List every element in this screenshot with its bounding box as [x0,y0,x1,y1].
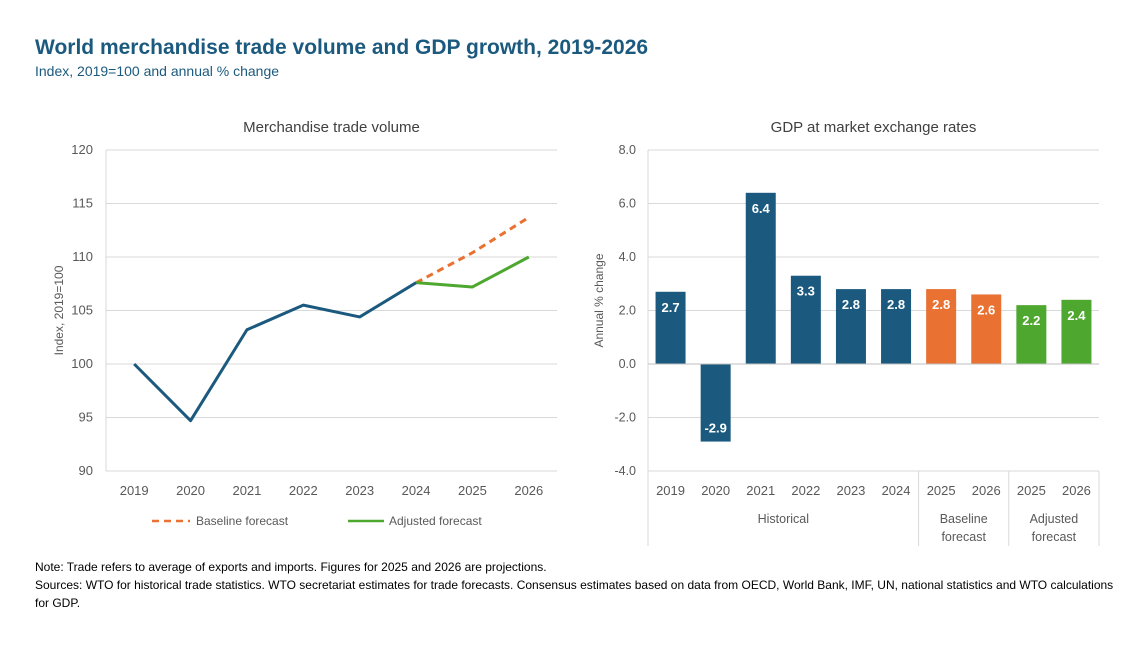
bar-chart-bar [926,289,957,364]
bar-chart-y-tick-label: 2.0 [619,304,636,318]
historical-series-line [133,281,417,423]
line-chart-y-tick-label: 115 [72,196,93,211]
bar-chart-x-tick-label: 2023 [836,483,865,498]
page-title: World merchandise trade volume and GDP g… [35,36,649,59]
bar-chart-data-label: 2.8 [887,297,905,312]
bar-chart-data-label: 2.8 [932,297,950,312]
line-chart-y-tick-label: 100 [71,356,93,371]
line-chart-x-tick-label: 2023 [345,483,374,498]
bar-chart-bar [971,294,1002,364]
bar-chart-y-tick-label: 6.0 [619,197,636,211]
bar-chart-y-tick-label: 8.0 [619,143,636,157]
line-chart-y-axis-label: Index, 2019=100 [52,265,66,355]
line-chart-x-tick-label: 2025 [458,483,487,498]
bar-chart-x-tick-label: 2021 [746,483,775,498]
note-text: Note: Trade refers to average of exports… [35,560,547,574]
bar-chart-bar [1061,299,1092,364]
bar-chart-data-label: 2.2 [1022,313,1040,328]
bar-chart-x-tick-label: 2025 [1017,483,1046,498]
legend-adjusted-label: Adjusted forecast [389,514,482,528]
line-chart-x-tick-label: 2024 [402,483,431,498]
bar-chart-bar [881,289,912,364]
bar-chart-y-tick-label: 0.0 [619,357,636,371]
line-chart-x-tick-label: 2020 [176,483,205,498]
line-chart-y-tick-label: 90 [79,463,93,478]
line-chart-x-tick-label: 2022 [289,483,318,498]
bar-chart-y-tick-label: -2.0 [614,411,636,425]
bar-chart-bar [790,275,821,364]
bar-chart-group-label: forecast [1032,530,1077,544]
adjusted-forecast-line [415,255,530,289]
bar-chart-bar [655,291,686,364]
line-chart-y-tick-label: 105 [71,303,93,318]
page-subtitle: Index, 2019=100 and annual % change [35,63,280,79]
bar-chart-bar [700,364,731,442]
bar-chart-group-label: Historical [758,512,809,526]
bar-chart-data-label: 6.4 [752,201,771,216]
footnotes: Note: Trade refers to average of exports… [35,558,1115,612]
bar-chart-group-label: forecast [941,530,986,544]
bar-chart-data-label: 3.3 [797,284,815,299]
bar-chart-group-label: Adjusted [1030,512,1079,526]
bar-chart-data-label: 2.7 [662,300,680,315]
bar-chart-x-tick-label: 2020 [701,483,730,498]
line-chart-x-tick-label: 2026 [514,483,543,498]
bar-chart-data-label: 2.8 [842,297,860,312]
baseline-forecast-line [415,216,530,285]
legend-baseline-label: Baseline forecast [196,514,289,528]
bar-chart-x-tick-label: 2026 [972,483,1001,498]
bar-chart-x-tick-label: 2022 [791,483,820,498]
line-chart-title: Merchandise trade volume [243,119,420,136]
line-chart-x-tick-label: 2021 [232,483,261,498]
bar-chart-x-tick-label: 2026 [1062,483,1091,498]
bar-chart-data-label: 2.6 [977,302,995,317]
bar-chart-data-label: 2.4 [1067,308,1086,323]
bar-chart-y-tick-label: 4.0 [619,250,636,264]
line-chart-x-tick-label: 2019 [120,483,149,498]
bar-chart-title: GDP at market exchange rates [771,119,977,136]
bar-chart-x-tick-label: 2025 [927,483,956,498]
bar-chart-x-tick-label: 2019 [656,483,685,498]
bar-chart-data-label: -2.9 [704,421,726,436]
bar-chart-y-tick-label: -4.0 [614,464,636,478]
bar-chart-x-tick-label: 2024 [882,483,911,498]
bar-chart-bar [1016,305,1047,364]
bar-chart-y-axis-label: Annual % change [592,253,606,347]
bar-chart-bar [835,289,866,364]
bar-chart-group-label: Baseline [940,512,988,526]
sources-text: Sources: WTO for historical trade statis… [35,578,1114,610]
line-chart-y-tick-label: 95 [79,410,93,425]
bar-chart-bar [745,192,776,364]
line-chart-y-tick-label: 120 [71,142,93,157]
line-chart-y-tick-label: 110 [72,249,93,264]
